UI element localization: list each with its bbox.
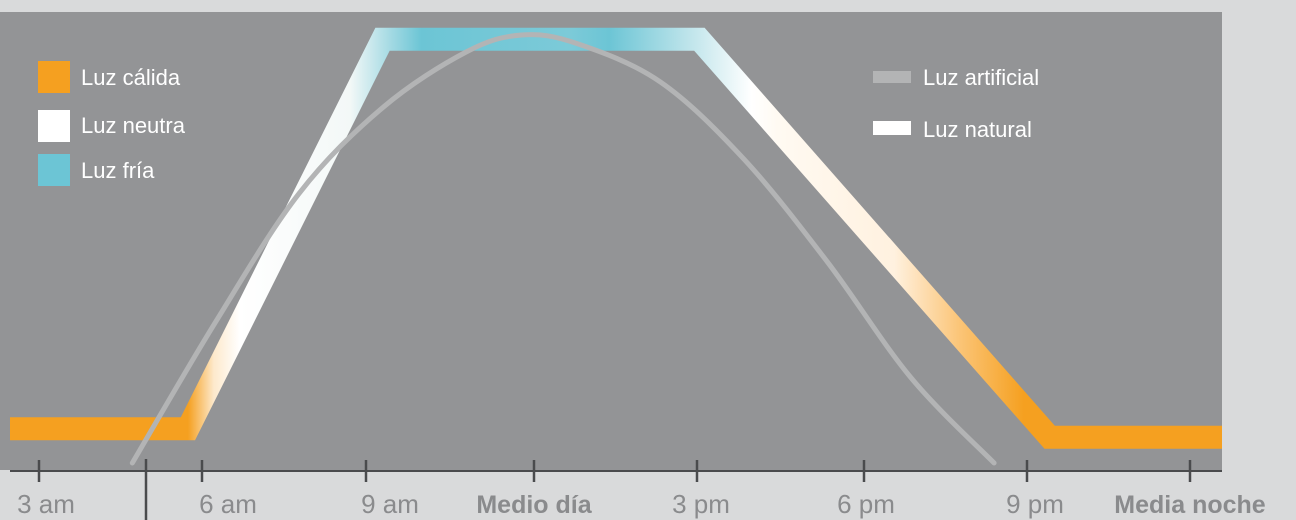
warm-light-swatch — [38, 61, 70, 93]
artificial-light-swatch — [873, 71, 911, 83]
x-tick-label: 6 pm — [837, 489, 895, 519]
legend-item-cold: Luz fría — [38, 154, 155, 186]
artificial-light-line — [10, 27, 1222, 449]
x-tick-label: 3 am — [17, 489, 75, 519]
legend-item-artificial: Luz artificial — [873, 65, 1039, 90]
legend-label-artificial: Luz artificial — [923, 65, 1039, 90]
natural-light-curve — [129, 32, 997, 466]
x-tick-label: 9 am — [361, 489, 419, 519]
x-tick-label: Medio día — [476, 491, 592, 519]
legend-label-cold: Luz fría — [81, 158, 155, 183]
legend-item-natural: Luz natural — [873, 117, 1032, 142]
x-tick-label: 3 pm — [672, 489, 730, 519]
natural-light-swatch — [873, 121, 911, 135]
natural-light-line — [129, 32, 997, 466]
legend-label-warm: Luz cálida — [81, 65, 181, 90]
legend-item-warm: Luz cálida — [38, 61, 181, 93]
x-tick-label: Media noche — [1114, 491, 1266, 519]
legend-label-neutral: Luz neutra — [81, 113, 186, 138]
legend-left: Luz cálida Luz neutra Luz fría — [38, 61, 186, 186]
x-ticks: 3 am 6 am 9 am Medio día 3 pm 6 pm 9 pm Media n… — [17, 460, 1266, 519]
legend-label-natural: Luz natural — [923, 117, 1032, 142]
cold-light-swatch — [38, 154, 70, 186]
neutral-light-swatch — [38, 110, 70, 142]
legend-item-neutral: Luz neutra — [38, 110, 186, 142]
legend-right: Luz artificial Luz natural — [873, 65, 1039, 142]
x-tick-label: 6 am — [199, 489, 257, 519]
x-tick-label: 9 pm — [1006, 489, 1064, 519]
artificial-light-band — [10, 27, 1222, 449]
